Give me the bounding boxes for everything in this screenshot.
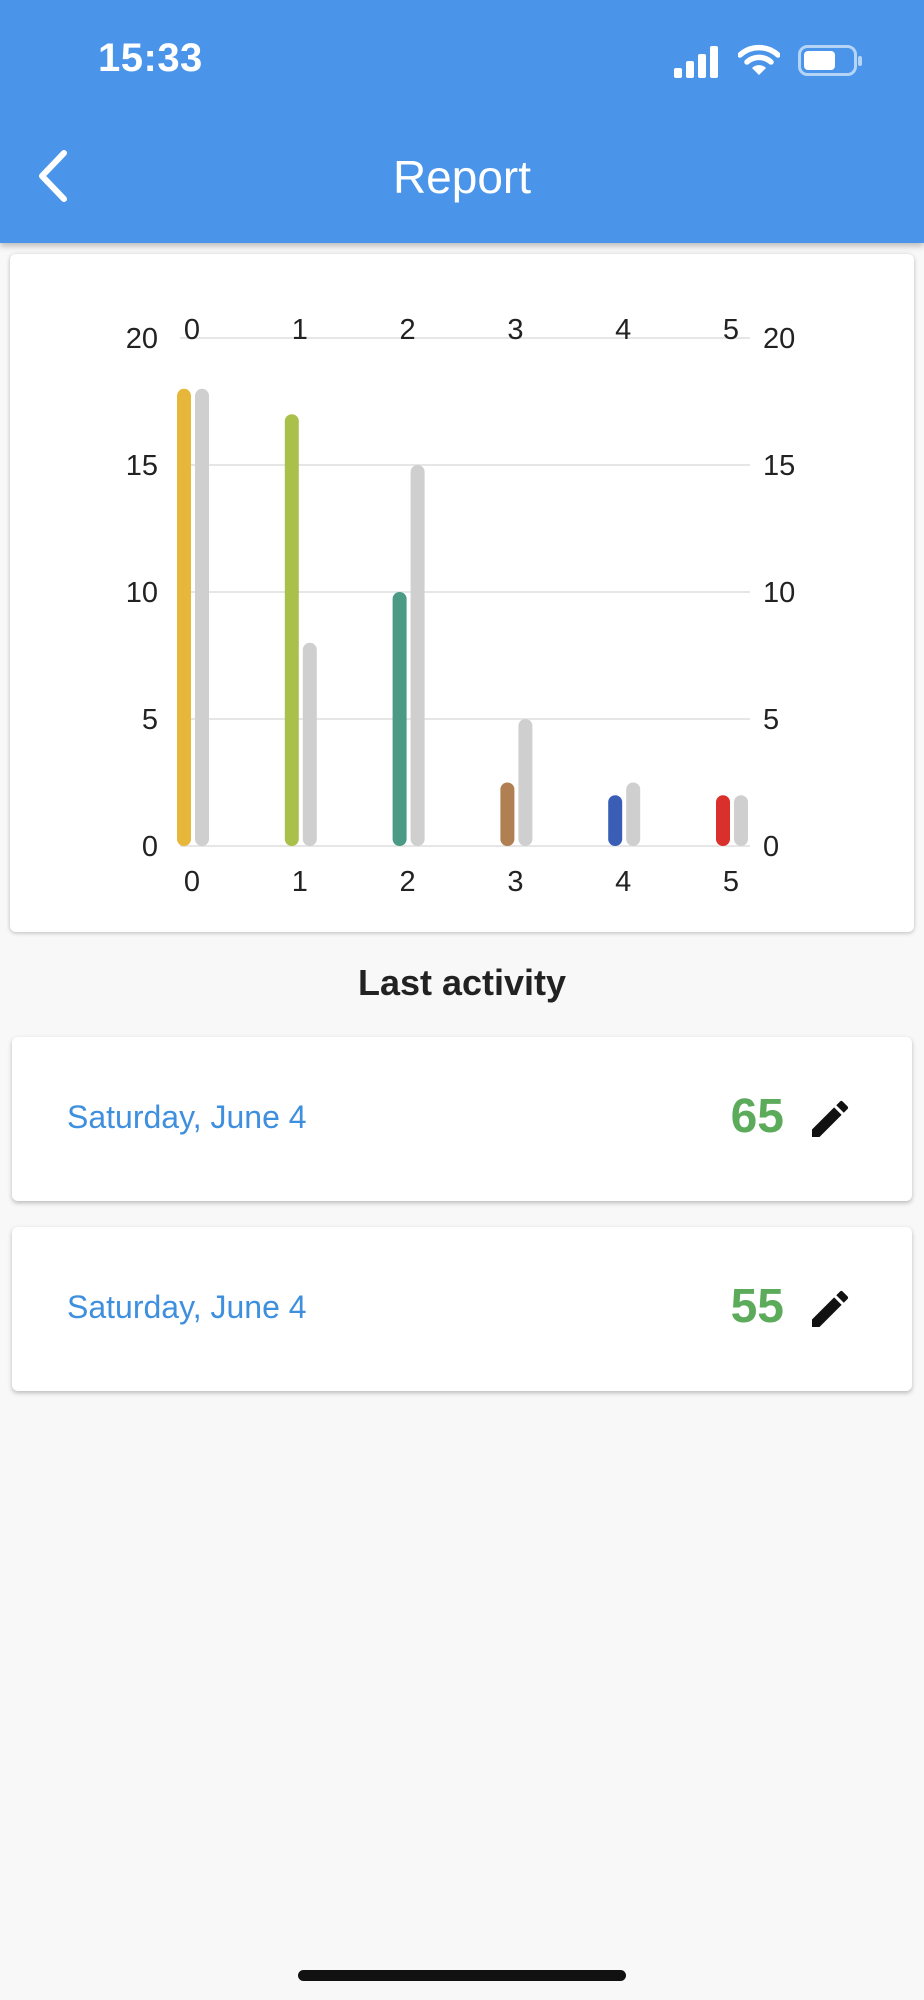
x-tick-label-top: 1 <box>292 314 308 346</box>
y-tick-label-right: 0 <box>763 831 779 863</box>
y-tick-label-right: 5 <box>763 704 779 736</box>
chart-bar[interactable] <box>734 795 748 846</box>
chart-bar[interactable] <box>302 642 317 846</box>
status-time: 15:33 <box>98 36 203 80</box>
y-tick-label-left: 20 <box>126 323 158 355</box>
chart-bar[interactable] <box>392 592 407 846</box>
chart-card: 0 0 5 5 10 10 15 15 20 20 0 0 1 1 2 2 3 3 4 4 5 5 <box>10 254 914 932</box>
chevron-left-icon <box>39 150 67 202</box>
chart-bar[interactable] <box>626 782 641 847</box>
x-tick-label-top: 0 <box>184 314 200 346</box>
x-tick-label-bottom: 1 <box>292 866 308 898</box>
activity-date: Saturday, June 4 <box>67 1289 307 1325</box>
page-title: Report <box>392 151 532 203</box>
chart-bar[interactable] <box>518 719 533 846</box>
signal-icon <box>674 46 718 78</box>
x-tick-label-top: 5 <box>723 314 739 346</box>
y-tick-label-left: 0 <box>142 831 158 863</box>
y-tick-label-left: 5 <box>142 704 158 736</box>
chart-bar[interactable] <box>500 782 515 847</box>
activity-score: 55 <box>730 1280 784 1333</box>
x-tick-label-bottom: 2 <box>400 866 416 898</box>
chart-bar[interactable] <box>284 414 299 846</box>
x-tick-label-top: 2 <box>400 314 416 346</box>
pencil-icon <box>812 1100 849 1137</box>
chart-bar[interactable] <box>716 795 730 846</box>
back-button[interactable] <box>30 145 80 207</box>
edit-button[interactable] <box>806 1095 854 1143</box>
y-tick-label-left: 10 <box>126 577 158 609</box>
status-icons <box>674 44 864 80</box>
chart-bar[interactable] <box>608 795 623 846</box>
last-activity-title: Last activity <box>357 962 567 1003</box>
activity-card[interactable]: Saturday, June 4 65 <box>12 1037 912 1201</box>
y-tick-label-left: 15 <box>126 450 158 482</box>
activity-date: Saturday, June 4 <box>67 1099 307 1135</box>
x-tick-label-bottom: 3 <box>507 866 523 898</box>
x-tick-label-top: 3 <box>507 314 523 346</box>
x-tick-label-top: 4 <box>615 314 631 346</box>
wifi-icon <box>738 44 780 75</box>
chart-bar[interactable] <box>410 465 425 846</box>
pencil-icon <box>812 1290 849 1327</box>
activity-score: 65 <box>730 1090 784 1143</box>
chart-bar[interactable] <box>195 388 209 846</box>
x-tick-label-bottom: 5 <box>723 866 739 898</box>
activity-card[interactable]: Saturday, June 4 55 <box>12 1227 912 1391</box>
app-bar: 15:33 Report <box>0 0 924 243</box>
home-indicator <box>298 1970 626 1981</box>
y-tick-label-right: 20 <box>763 323 795 355</box>
edit-button[interactable] <box>806 1285 854 1333</box>
y-tick-label-right: 10 <box>763 577 795 609</box>
x-tick-label-bottom: 0 <box>184 866 200 898</box>
battery-icon <box>798 45 862 76</box>
y-tick-label-right: 15 <box>763 450 795 482</box>
x-tick-label-bottom: 4 <box>615 866 631 898</box>
chart-bar[interactable] <box>177 388 191 846</box>
